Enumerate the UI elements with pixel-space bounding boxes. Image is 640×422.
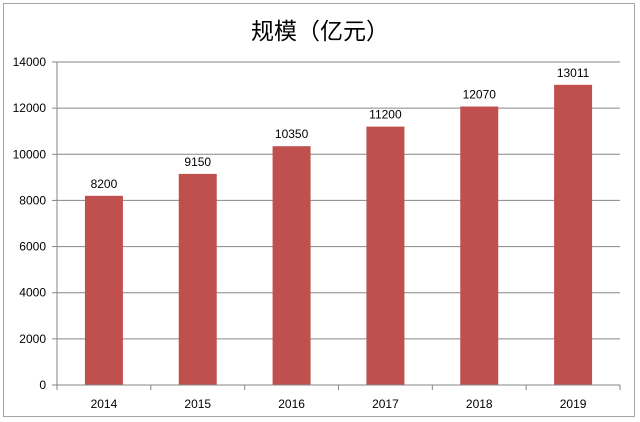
data-label: 12070 xyxy=(463,88,497,102)
x-tick-label: 2014 xyxy=(91,397,118,411)
bar-2015 xyxy=(178,173,217,385)
y-tick-label: 2000 xyxy=(19,332,46,346)
data-label: 13011 xyxy=(557,66,590,80)
y-tick-label: 8000 xyxy=(19,193,46,207)
bars xyxy=(84,84,593,386)
axes xyxy=(52,61,621,390)
data-label: 10350 xyxy=(275,127,309,141)
y-tick-label: 0 xyxy=(39,378,46,392)
data-label: 9150 xyxy=(184,155,211,169)
y-tick-label: 4000 xyxy=(19,286,46,300)
x-tick-label: 2016 xyxy=(278,397,305,411)
y-tick-label: 6000 xyxy=(19,240,46,254)
y-tick-label: 12000 xyxy=(13,101,47,115)
x-tick-label: 2015 xyxy=(184,397,211,411)
y-tick-label: 14000 xyxy=(13,55,47,69)
bar-2014 xyxy=(84,195,123,385)
y-tick-label: 10000 xyxy=(13,147,47,161)
bar-2018 xyxy=(460,106,499,385)
bar-2017 xyxy=(366,126,405,385)
x-tick-label: 2019 xyxy=(560,397,587,411)
x-tick-label: 2017 xyxy=(372,397,399,411)
chart-title: 规模（亿元） xyxy=(251,19,389,45)
bar-2016 xyxy=(272,146,311,385)
gridlines xyxy=(57,61,620,340)
data-label: 8200 xyxy=(91,177,118,191)
bar-2019 xyxy=(554,84,593,386)
labels: 0 2000 4000 6000 8000 10000 12000 14000 8200 2014… xyxy=(13,55,590,411)
x-tick-label: 2018 xyxy=(466,397,493,411)
data-label: 11200 xyxy=(369,108,402,122)
